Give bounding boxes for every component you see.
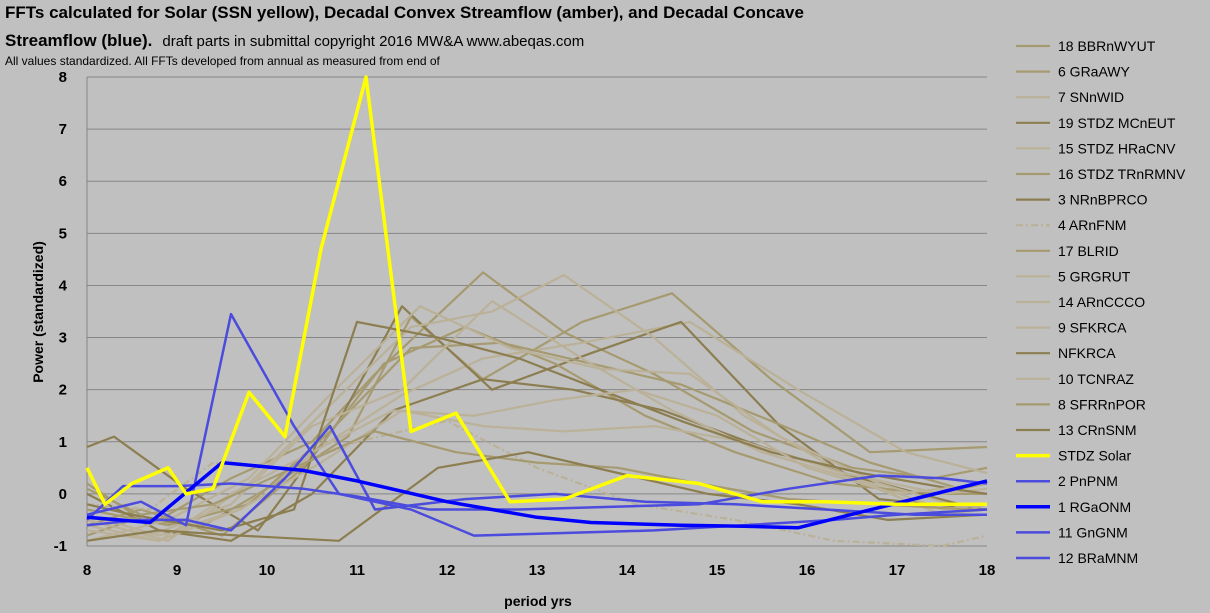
series-layer (85, 75, 988, 548)
legend-label: 8 SFRRnPOR (1058, 396, 1146, 412)
y-tick-label: 4 (59, 277, 68, 294)
legend-label: 11 GnGNM (1058, 524, 1128, 540)
x-tick-label: 12 (439, 562, 456, 579)
y-tick-label: 7 (59, 121, 67, 138)
legend-label: 15 STDZ HRaCNV (1058, 140, 1176, 156)
series-line-19-stdz-mcneut (86, 305, 988, 532)
x-tick-label: 18 (979, 562, 996, 579)
legend: 18 BBRnWYUT 6 GRaAWY 7 SNnWID 19 STDZ MCnEU… (1016, 38, 1186, 566)
legend-label: 9 SFKRCA (1058, 320, 1127, 336)
series-line-11-gngnm (86, 424, 987, 532)
series-line-nfkrca (86, 320, 988, 532)
y-tick-labels: -1 0 1 2 3 4 5 6 7 8 (54, 69, 68, 555)
legend-label: 16 STDZ TRnRMNV (1058, 166, 1186, 182)
x-tick-label: 15 (709, 562, 726, 579)
legend-label: 3 NRnBPRCO (1058, 192, 1148, 208)
legend-label: NFKRCA (1058, 345, 1116, 361)
x-tick-label: 13 (529, 562, 546, 579)
series-line-18-bbrnwyut (86, 271, 988, 527)
legend-label: 10 TCNRAZ (1058, 371, 1134, 387)
series-line-7-snnwid (86, 320, 988, 537)
y-tick-label: 1 (59, 434, 67, 451)
legend-label: 12 BRaMNM (1058, 550, 1138, 566)
legend-label: 4 ARnFNM (1058, 217, 1126, 233)
chart-subtitle: All values standardized. All FFTs develo… (5, 54, 441, 68)
legend-label: 13 CRnSNM (1058, 422, 1137, 438)
y-axis-label: Power (standardized) (30, 241, 46, 383)
series-line-2-pnpnm (86, 474, 988, 521)
x-tick-labels: 8 9 10 11 12 13 14 15 16 17 18 (83, 562, 996, 579)
x-tick-label: 17 (889, 562, 906, 579)
series-line-1-rgaonm (86, 460, 988, 530)
chart-title-group: FFTs calculated for Solar (SSN yellow), … (5, 3, 804, 68)
x-tick-label: 10 (259, 562, 276, 579)
x-tick-label: 14 (619, 562, 636, 579)
chart-title-note: draft parts in submittal copyright 2016 … (162, 33, 584, 50)
legend-label: 2 PnPNM (1058, 473, 1118, 489)
legend-label: 19 STDZ MCnEUT (1058, 115, 1176, 131)
x-tick-label: 8 (83, 562, 91, 579)
legend-label: 1 RGaONM (1058, 499, 1131, 515)
legend-label: 7 SNnWID (1058, 89, 1124, 105)
legend-label: 17 BLRID (1058, 243, 1119, 259)
x-axis-label: period yrs (504, 593, 572, 609)
chart-title-line1: FFTs calculated for Solar (SSN yellow), … (5, 3, 804, 22)
y-tick-label: 0 (59, 486, 67, 503)
legend-label: 5 GRGRUT (1058, 268, 1131, 284)
legend-label: STDZ Solar (1058, 448, 1131, 464)
y-tick-label: -1 (54, 538, 67, 555)
series-line-5-grgrut (86, 409, 988, 542)
y-tick-label: 5 (59, 225, 67, 242)
y-tick-label: 3 (59, 330, 67, 347)
legend-label: 18 BBRnWYUT (1058, 38, 1156, 54)
x-tick-label: 9 (173, 562, 181, 579)
x-tick-label: 11 (349, 562, 365, 579)
chart-title-line2: Streamflow (blue). draft parts in submitt… (5, 31, 584, 50)
y-tick-label: 8 (59, 69, 67, 86)
series-line-17-blrid (86, 341, 988, 527)
legend-label: 6 GRaAWY (1058, 64, 1130, 80)
y-tick-label: 6 (59, 173, 67, 190)
series-line-9-sfkrca (86, 305, 988, 542)
series-line-stdz-solar (85, 75, 987, 507)
y-tick-label: 2 (59, 382, 67, 399)
legend-label: 14 ARnCCCO (1058, 294, 1145, 310)
chart-title-line2-bold: Streamflow (blue). (5, 31, 152, 50)
x-tick-label: 16 (799, 562, 816, 579)
